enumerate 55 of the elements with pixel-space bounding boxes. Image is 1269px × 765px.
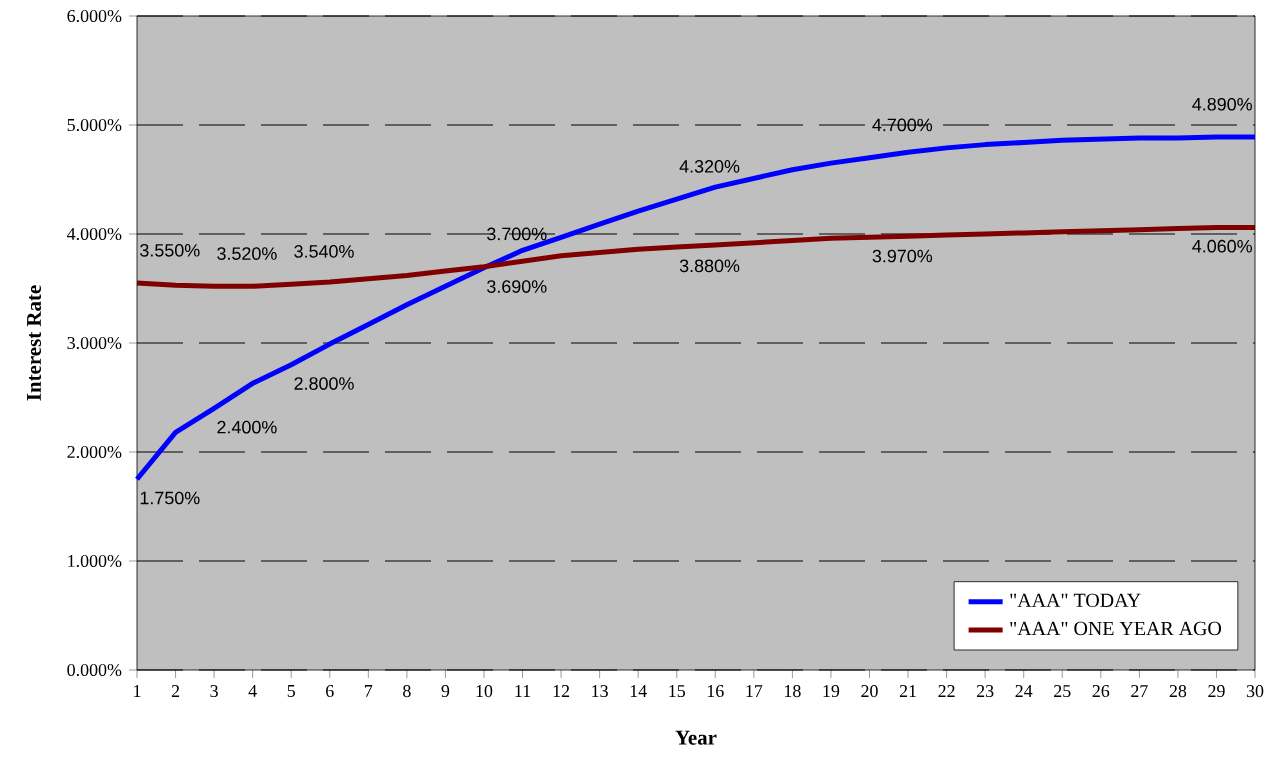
x-tick-label: 13 (592, 685, 608, 698)
x-tick-label: 7 (365, 685, 373, 697)
x-tick-label: 20 (861, 685, 878, 698)
data-label: 3.690% (487, 280, 547, 293)
x-tick-label: 23 (976, 685, 994, 698)
data-label: 2.400% (217, 420, 277, 434)
x-tick-label: 26 (1092, 685, 1110, 698)
data-label: 3.880% (679, 259, 740, 273)
legend-label: "AAA" TODAY (1010, 593, 1141, 608)
data-label: 4.320% (679, 160, 740, 173)
x-tick-label: 28 (1169, 685, 1187, 698)
x-tick-label: 14 (630, 685, 647, 697)
y-tick-label: 2.000% (67, 445, 122, 459)
data-label: 4.060% (1192, 239, 1252, 253)
x-tick-label: 22 (938, 685, 955, 697)
y-tick-label: 5.000% (67, 118, 122, 132)
x-tick-label: 4 (248, 685, 257, 697)
x-tick-label: 21 (899, 685, 916, 697)
x-tick-label: 10 (476, 685, 493, 698)
y-tick-label: 1.000% (68, 554, 122, 568)
data-label: 4.700% (872, 118, 933, 132)
x-tick-label: 16 (707, 685, 724, 698)
data-label: 3.550% (140, 243, 200, 257)
x-tick-label: 25 (1054, 685, 1071, 698)
x-tick-label: 19 (823, 685, 840, 698)
y-tick-label: 6.000% (67, 9, 122, 23)
x-tick-label: 11 (515, 685, 531, 697)
data-label: 3.970% (872, 249, 933, 263)
x-tick-label: 3 (210, 685, 218, 698)
data-label: 3.540% (294, 245, 354, 258)
x-axis-title: Year (675, 730, 717, 745)
x-tick-label: 9 (441, 685, 450, 698)
x-tick-label: 6 (326, 685, 334, 698)
y-tick-label: 3.000% (67, 336, 122, 350)
y-tick-label: 0.000% (67, 663, 122, 677)
x-tick-label: 5 (287, 685, 296, 697)
x-tick-label: 24 (1015, 685, 1033, 697)
x-tick-label: 30 (1246, 685, 1264, 698)
x-tick-label: 15 (669, 685, 686, 698)
data-label: 3.700% (487, 227, 547, 241)
x-tick-label: 12 (553, 685, 570, 697)
data-label: 4.890% (1192, 97, 1252, 111)
x-tick-label: 27 (1131, 685, 1148, 697)
y-axis-title: Interest Rate (27, 285, 41, 401)
x-tick-label: 8 (403, 685, 411, 698)
x-tick-label: 1 (134, 685, 141, 697)
data-label: 1.750% (140, 491, 200, 505)
x-tick-label: 18 (784, 685, 801, 698)
data-label: 2.800% (294, 377, 354, 390)
x-tick-label: 29 (1208, 685, 1225, 698)
y-tick-label: 4.000% (67, 227, 122, 241)
x-tick-label: 17 (746, 685, 763, 697)
legend-label: "AAA" ONE YEAR AGO (1010, 621, 1222, 636)
x-tick-label: 2 (171, 685, 180, 697)
data-label: 3.520% (217, 247, 277, 260)
